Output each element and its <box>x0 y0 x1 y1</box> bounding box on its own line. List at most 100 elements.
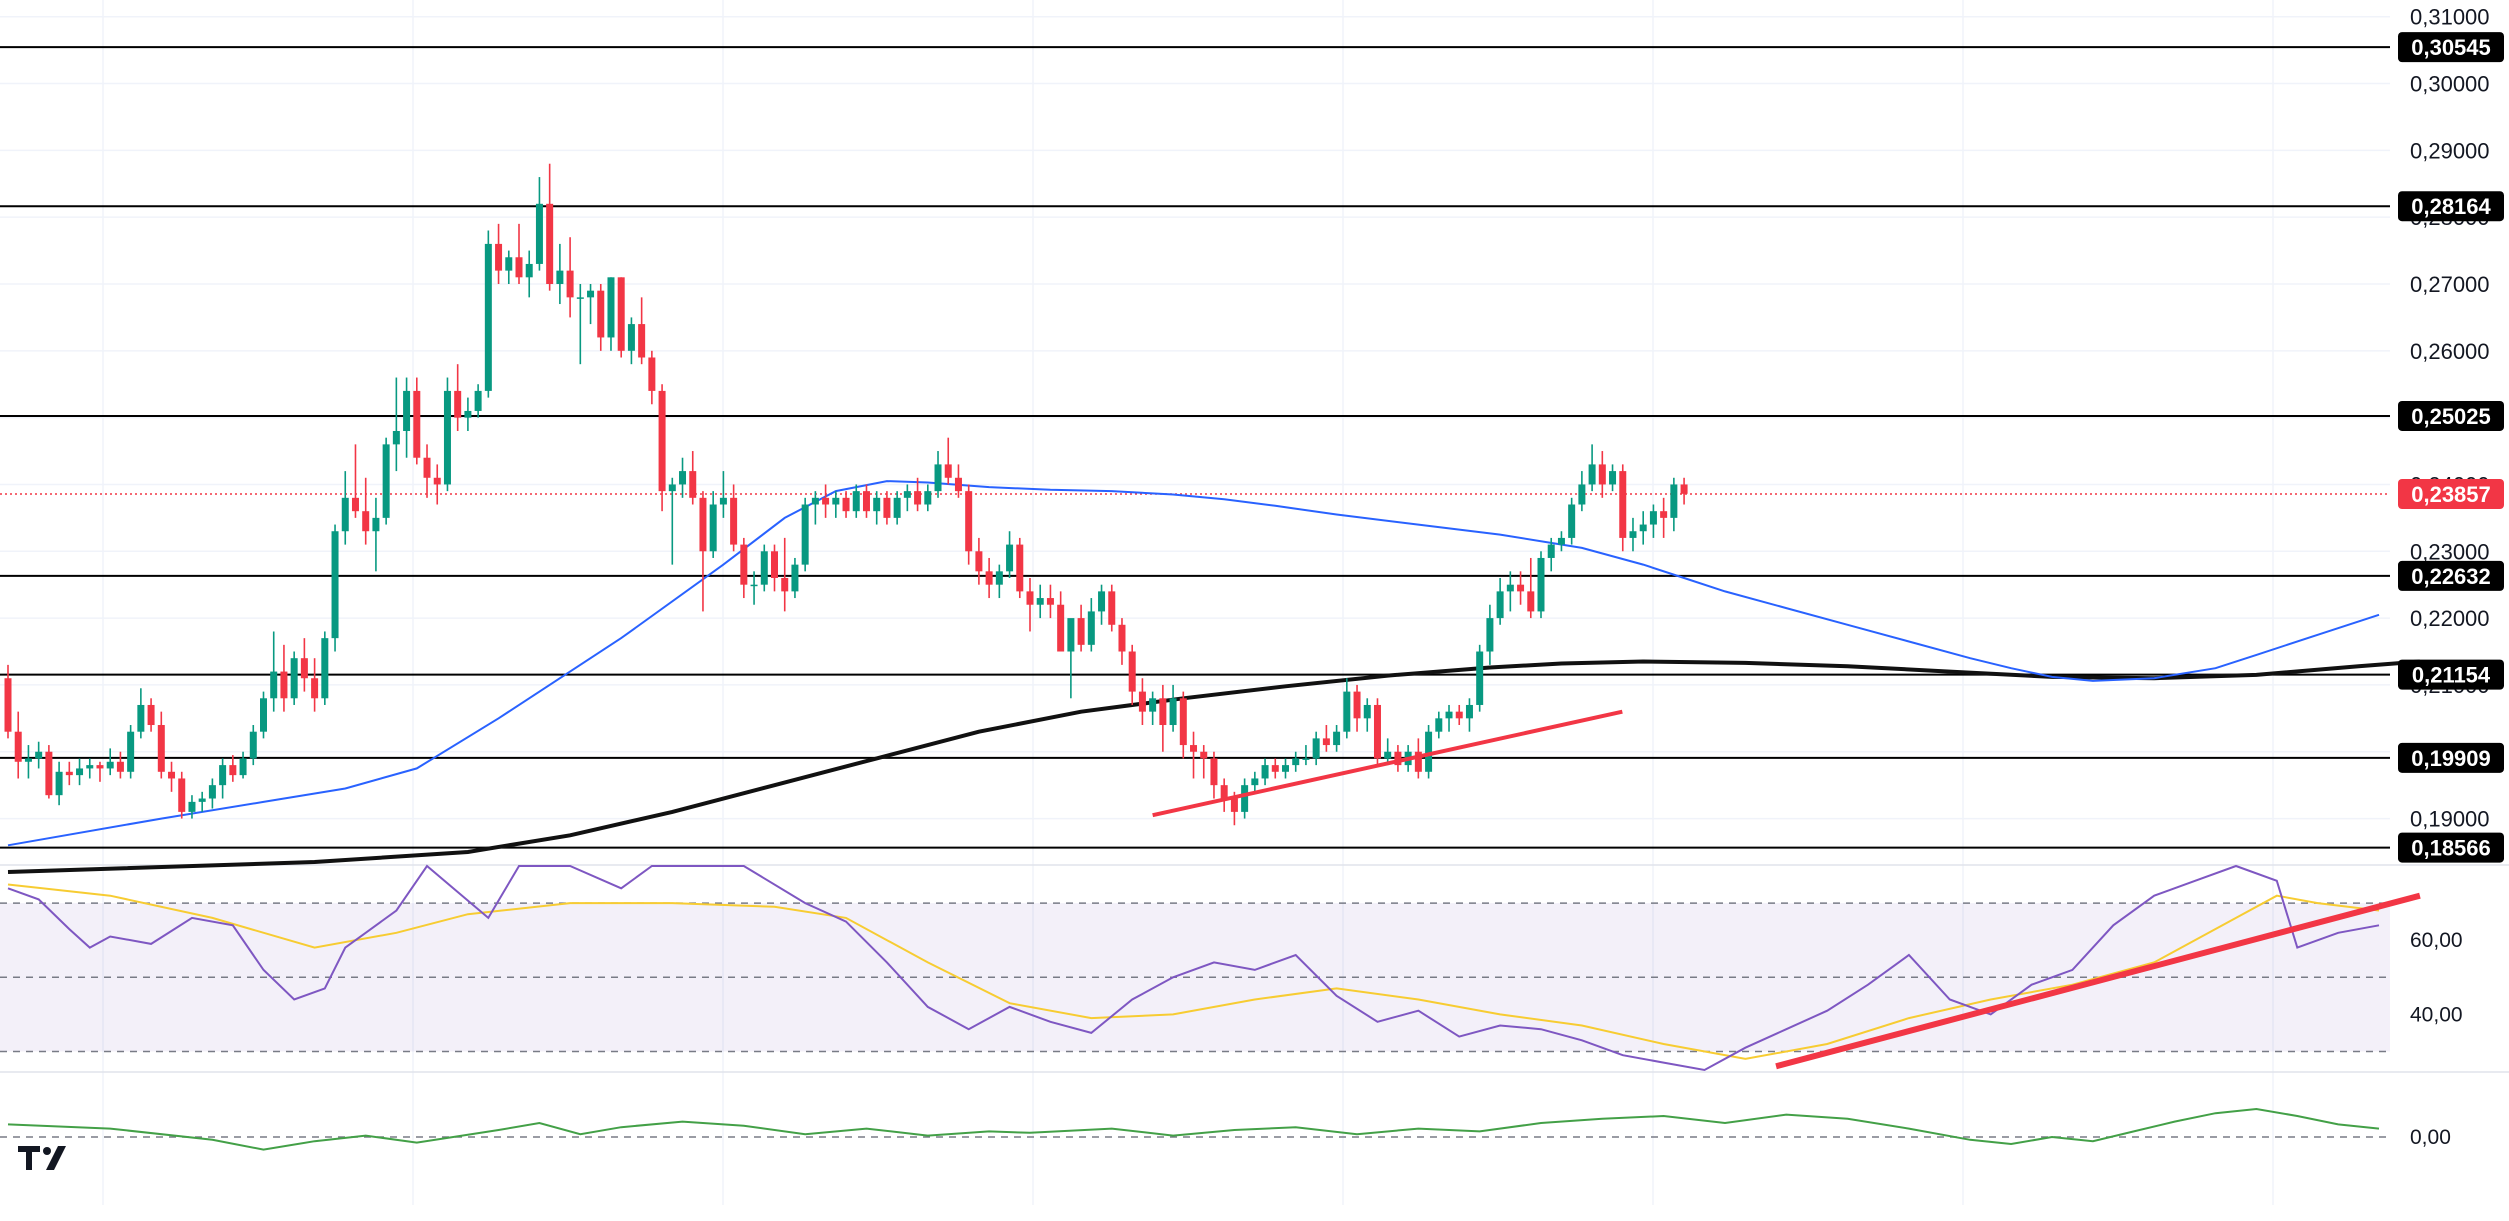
candle <box>24 745 32 779</box>
candle <box>1568 497 1576 545</box>
candle-body <box>576 297 584 299</box>
candle-body <box>413 390 421 458</box>
candle-body <box>270 671 278 699</box>
candle <box>1649 504 1657 538</box>
candle-body <box>1220 785 1228 799</box>
candle-body <box>1435 718 1443 732</box>
candle <box>975 537 983 585</box>
candle <box>1435 711 1443 739</box>
candle-body <box>852 491 860 512</box>
candle <box>944 437 952 485</box>
level-badge: 0,19909 <box>2398 742 2504 773</box>
candle <box>96 761 104 782</box>
tradingview-logo-icon[interactable] <box>18 1146 66 1170</box>
candle-body <box>178 778 186 812</box>
candle-body <box>679 471 687 485</box>
candle <box>832 491 840 518</box>
candle-body <box>116 761 124 772</box>
candle <box>1425 725 1433 779</box>
candle <box>1609 464 1617 492</box>
candle-body <box>1588 464 1596 485</box>
candle-body <box>1302 758 1310 760</box>
candle <box>423 444 431 498</box>
candle <box>280 644 288 712</box>
candle-body <box>1649 511 1657 525</box>
candle <box>1200 745 1208 779</box>
candle-body <box>311 678 319 699</box>
candle <box>1455 704 1463 726</box>
candle <box>1343 678 1351 739</box>
candle <box>1292 751 1300 772</box>
candle <box>1333 725 1341 752</box>
candle <box>1660 497 1668 538</box>
candle <box>1506 571 1514 612</box>
level-badge-bg <box>2398 742 2504 773</box>
horizontal-levels <box>0 46 2390 849</box>
candle <box>811 491 819 525</box>
candle <box>648 350 656 405</box>
candle <box>1302 745 1310 766</box>
candle <box>249 725 257 766</box>
candle <box>1057 591 1065 652</box>
candle-body <box>822 497 830 505</box>
candle-body <box>1384 751 1392 759</box>
candle <box>597 283 605 351</box>
candle <box>750 571 758 605</box>
candle-body <box>648 357 656 391</box>
candle-body <box>1568 504 1576 538</box>
candle <box>1128 644 1136 705</box>
candle <box>1465 698 1473 732</box>
candle <box>1394 745 1402 772</box>
candle <box>1087 598 1095 652</box>
candle <box>1353 684 1361 732</box>
candle <box>433 464 441 505</box>
candle-body <box>985 571 993 585</box>
candle <box>914 477 922 512</box>
candle-body <box>1057 604 1065 652</box>
candle <box>873 491 881 525</box>
candle <box>1241 778 1249 819</box>
candle-body <box>1363 704 1371 719</box>
candle <box>239 751 247 779</box>
candle <box>45 745 53 799</box>
current-price-badge: 0,23857 <box>2398 479 2504 510</box>
candle-body <box>658 390 666 492</box>
candle-body <box>147 704 155 726</box>
candle <box>1363 698 1371 732</box>
level-badge-bg <box>2398 659 2504 690</box>
candle-body <box>188 801 196 812</box>
candle-body <box>587 290 595 298</box>
candle <box>1190 731 1198 779</box>
candle-body <box>934 464 942 492</box>
candle-body <box>484 243 492 391</box>
candle <box>1149 691 1157 726</box>
candle-body <box>1149 698 1157 712</box>
candle-body <box>1077 618 1085 645</box>
candle-body <box>1609 471 1617 485</box>
candle <box>1169 684 1177 732</box>
candle <box>219 758 227 799</box>
candle <box>607 277 615 351</box>
candle <box>771 544 778 592</box>
candle <box>760 544 768 592</box>
candle-body <box>975 551 983 572</box>
candle-body <box>1373 704 1381 759</box>
candle-body <box>239 758 247 776</box>
price-tick-label: 0,22000 <box>2410 606 2490 631</box>
candle <box>1629 517 1637 552</box>
candle-body <box>392 431 400 445</box>
candle <box>188 795 196 819</box>
candle-body <box>403 390 411 431</box>
candle <box>311 658 319 712</box>
candle-body <box>1660 511 1668 518</box>
level-badge: 0,21154 <box>2398 659 2504 690</box>
level-badge-bg <box>2398 560 2504 591</box>
candle-body <box>1547 544 1555 558</box>
candle-body <box>597 290 605 338</box>
candle <box>566 237 574 318</box>
level-badges: 0,30545 0,28164 0,25025 0,22632 0,21154 0,199… <box>2398 32 2504 863</box>
candle-body <box>198 798 206 802</box>
candle <box>546 163 554 291</box>
moving-average-black <box>7 659 2421 874</box>
candle <box>484 230 492 398</box>
